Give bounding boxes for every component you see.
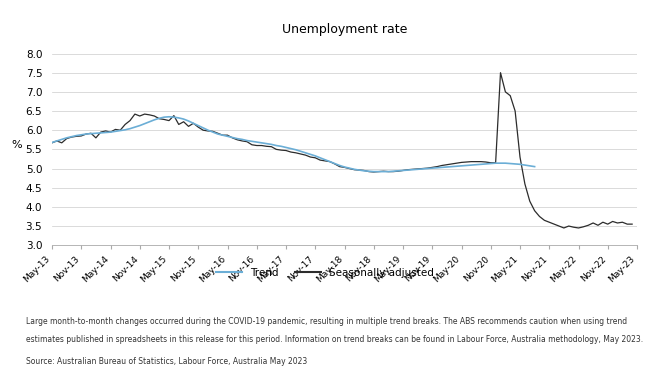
Text: %: % xyxy=(12,139,22,150)
Text: estimates published in spreadsheets in this release for this period. Information: estimates published in spreadsheets in t… xyxy=(26,335,643,344)
Legend: Trend, Seasonally adjusted: Trend, Seasonally adjusted xyxy=(212,264,438,282)
Text: Large month-to-month changes occurred during the COVID-19 pandemic, resulting in: Large month-to-month changes occurred du… xyxy=(26,317,627,326)
Text: Source: Australian Bureau of Statistics, Labour Force, Australia May 2023: Source: Australian Bureau of Statistics,… xyxy=(26,357,307,366)
Title: Unemployment rate: Unemployment rate xyxy=(282,23,407,36)
